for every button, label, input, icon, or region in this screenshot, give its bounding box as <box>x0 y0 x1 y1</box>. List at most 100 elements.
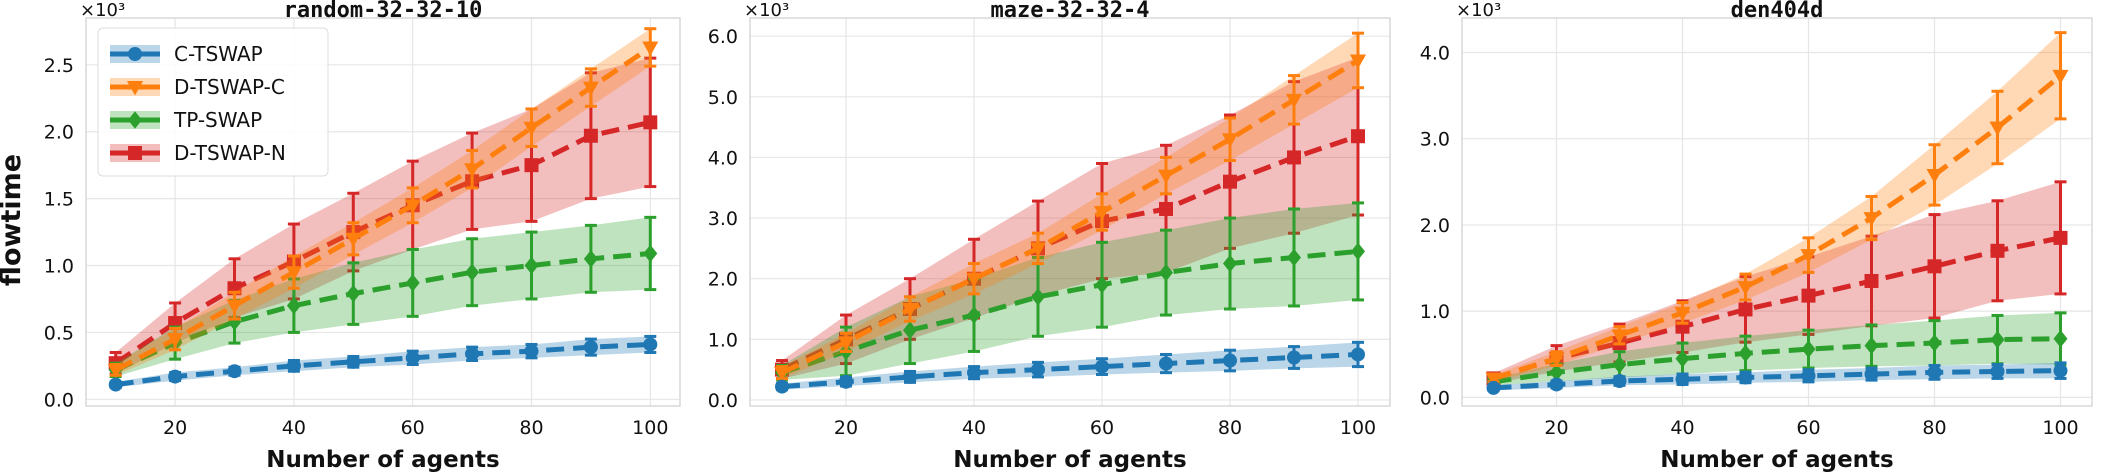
plot-area <box>750 18 1390 406</box>
x-tick-label: 20 <box>834 417 858 439</box>
data-point <box>1738 302 1753 317</box>
data-point <box>404 199 421 214</box>
data-point <box>2053 230 2068 245</box>
x-axis-label: Number of agents <box>266 447 499 473</box>
legend-label: D-TSWAP-C <box>174 75 285 99</box>
series-D-TSWAP-C <box>773 31 1367 382</box>
x-tick-label: 80 <box>1218 417 1242 439</box>
y-tick-label: 2.0 <box>708 269 738 291</box>
data-point <box>1864 273 1879 288</box>
data-point <box>1549 377 1564 392</box>
y-tick-label: 1.0 <box>1420 301 1450 323</box>
data-point <box>2053 329 2068 348</box>
data-point <box>1612 355 1627 374</box>
data-point <box>903 369 917 384</box>
data-point <box>524 158 539 173</box>
y-tick-label: 6.0 <box>708 26 738 48</box>
x-tick-label: 80 <box>519 417 543 439</box>
panel-title: den404d <box>1731 0 1824 23</box>
legend-box <box>97 27 329 177</box>
y-tick-label: 1.0 <box>44 256 74 278</box>
legend-entry: D-TSWAP-N <box>110 141 286 165</box>
series-C-TSWAP <box>1486 361 2068 395</box>
data-point <box>108 377 123 392</box>
x-axis-label: Number of agents <box>953 447 1186 473</box>
x-tick-label: 60 <box>1796 417 1820 439</box>
y-multiplier: ×10³ <box>1456 0 1501 21</box>
data-point <box>583 250 598 268</box>
data-point <box>1801 288 1816 303</box>
x-tick-label: 40 <box>962 417 986 439</box>
data-point <box>523 121 540 137</box>
data-point <box>1927 334 1942 352</box>
x-tick-label: 40 <box>282 417 306 439</box>
x-tick-label: 100 <box>632 417 668 439</box>
series-line <box>781 351 1359 390</box>
series-line <box>781 248 1359 376</box>
data-point <box>1990 330 2005 349</box>
data-point <box>837 336 855 351</box>
data-point <box>2053 363 2068 378</box>
series-TP-SWAP <box>1486 311 2068 391</box>
data-point <box>1486 380 1501 395</box>
series-line <box>114 45 652 373</box>
y-tick-label: 0.0 <box>708 390 738 412</box>
legend-entry: TP-SWAP <box>110 108 262 132</box>
data-point <box>1159 356 1173 371</box>
y-multiplier: ×10³ <box>744 0 789 21</box>
data-point <box>643 244 658 263</box>
data-point <box>1738 370 1753 385</box>
data-point <box>642 41 659 56</box>
y-tick-label: 1.0 <box>708 329 738 351</box>
data-point <box>1927 365 1942 380</box>
data-point <box>1029 242 1047 257</box>
panel-2: 0.0 1.0 2.0 3.0 4.0 5.0 6.0 20 40 60 80 100 ×10³ maze… <box>708 0 1391 473</box>
data-point <box>583 340 598 355</box>
data-point <box>1549 363 1564 382</box>
plot-frame <box>85 17 681 407</box>
x-tick-label: 100 <box>1340 417 1376 439</box>
series-line <box>780 58 1360 375</box>
data-point <box>1223 254 1237 273</box>
data-point <box>345 232 362 248</box>
data-point <box>286 358 301 373</box>
y-tick-label: 5.0 <box>708 87 738 109</box>
data-point <box>967 306 981 324</box>
data-point <box>524 344 539 359</box>
series-line <box>1493 336 2061 385</box>
data-point <box>1157 169 1175 185</box>
panel-title: maze-32-32-4 <box>991 0 1150 23</box>
data-point <box>1351 347 1365 362</box>
data-point <box>346 284 361 303</box>
data-point <box>583 128 598 143</box>
data-point <box>1675 349 1690 368</box>
series-C-TSWAP <box>108 334 658 392</box>
series-TP-SWAP <box>108 215 658 379</box>
series-line <box>114 119 651 366</box>
data-point <box>285 266 302 281</box>
data-point <box>903 321 917 339</box>
legend: C-TSWAP D-TSWAP-C TP-SWAP D-TSWAP-N <box>97 27 329 177</box>
data-point <box>967 365 981 380</box>
data-point <box>643 337 658 352</box>
series-D-TSWAP-C <box>107 27 659 379</box>
data-point <box>1221 133 1239 148</box>
x-tick-label: 60 <box>401 417 425 439</box>
data-point <box>1287 248 1301 267</box>
data-point <box>465 346 480 361</box>
data-point <box>227 364 242 379</box>
data-point <box>1801 340 1816 358</box>
legend-label: D-TSWAP-N <box>174 141 286 165</box>
data-point <box>405 350 420 365</box>
y-tick-label: 2.5 <box>44 55 74 77</box>
data-point <box>773 366 791 382</box>
legend-marker <box>128 47 142 61</box>
series-line <box>1493 368 2061 391</box>
data-point <box>1801 368 1816 383</box>
legend-marker <box>128 146 142 160</box>
y-tick-label: 3.0 <box>1420 129 1450 151</box>
data-point <box>1675 372 1690 387</box>
y-tick-label: 2.0 <box>1420 215 1450 237</box>
x-tick-label: 60 <box>1090 417 1114 439</box>
series-line <box>114 250 651 373</box>
